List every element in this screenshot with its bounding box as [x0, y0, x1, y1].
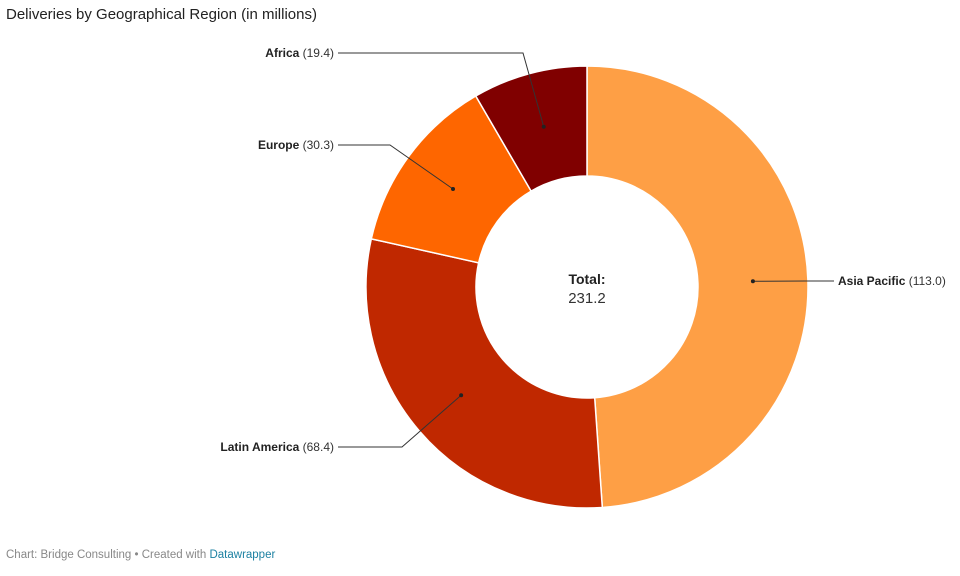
- leader-lines-group: [338, 52, 834, 448]
- slice-label-africa: Africa (19.4): [265, 46, 334, 60]
- leader-line-africa: [338, 52, 545, 127]
- datawrapper-link[interactable]: Datawrapper: [209, 549, 276, 561]
- slice-latin-america[interactable]: [365, 237, 604, 509]
- center-total-value: 231.2: [568, 290, 606, 307]
- slices-group: [365, 65, 809, 509]
- footer-credit: Chart: Bridge Consulting • Created with: [6, 549, 210, 561]
- slice-label-europe: Europe (30.3): [258, 138, 334, 152]
- leader-line-latin-america: [338, 394, 462, 448]
- slice-labels-group: Asia Pacific (113.0) Latin America (68.4)…: [220, 46, 945, 454]
- leader-dot-africa: [541, 124, 546, 129]
- leader-dot-europe: [451, 187, 456, 192]
- slice-asia-pacific[interactable]: [586, 65, 809, 509]
- leader-line-europe: [338, 144, 454, 190]
- slice-label-asia-pacific: Asia Pacific (113.0): [838, 274, 946, 288]
- center-total-label: Total:: [568, 271, 605, 287]
- leader-dot-asia-pacific: [750, 279, 755, 284]
- chart-title: Deliveries by Geographical Region (in mi…: [6, 6, 317, 23]
- chart-footer: Chart: Bridge Consulting • Created with …: [6, 549, 275, 561]
- leader-dot-latin-america: [459, 393, 464, 398]
- slice-africa[interactable]: [474, 65, 588, 193]
- slice-label-latin-america: Latin America (68.4): [220, 440, 334, 454]
